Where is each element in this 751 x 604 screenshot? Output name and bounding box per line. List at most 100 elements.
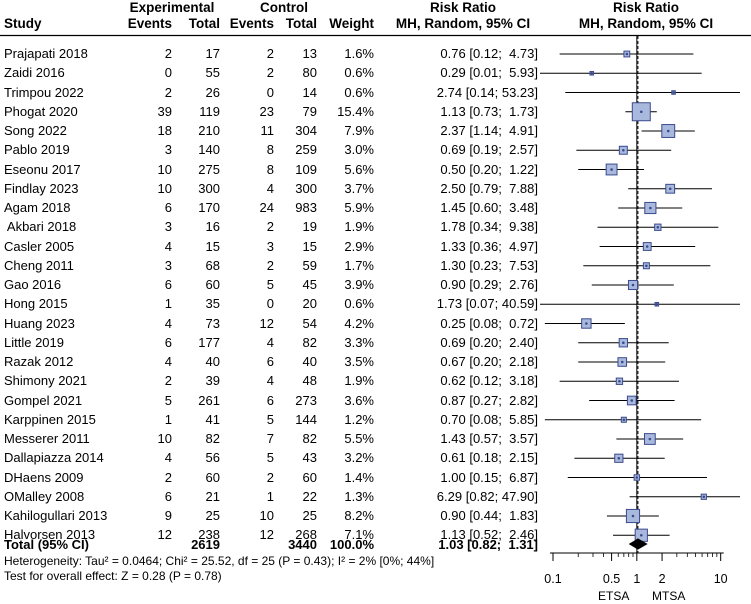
exp-total: 25: [205, 508, 220, 523]
study-name: Song 2022: [4, 123, 67, 138]
ctrl-total: 79: [302, 103, 317, 119]
weight: 0.6%: [344, 296, 374, 312]
study-name: Kahilogullari 2013: [4, 508, 108, 523]
weight: 1.3%: [344, 488, 374, 504]
exp-events: 3: [164, 142, 172, 158]
exp-events: 6: [164, 334, 172, 350]
ctrl-total: 45: [302, 277, 317, 292]
ctrl-total: 25: [302, 508, 317, 523]
exp-total: 17: [205, 46, 220, 61]
exp-total: 73: [205, 315, 220, 331]
risk-ratio-ci: 1.73 [0.07; 40.59]: [436, 296, 538, 312]
exp-total: 119: [199, 103, 220, 119]
study-name: Messerer 2011: [4, 431, 90, 446]
ctrl-total: 59: [302, 257, 317, 273]
study-name: DHaens 2009: [4, 469, 84, 485]
overall-effect-text: Test for overall effect: Z = 0.28 (P = 0…: [4, 569, 222, 583]
point-estimate: [648, 437, 652, 441]
point-estimate: [639, 533, 643, 537]
risk-ratio-ci: 0.69 [0.20; 2.40]: [440, 334, 538, 350]
exp-events: 10: [157, 180, 172, 196]
ctrl-total-header: Total: [285, 16, 317, 31]
study-name: Shimony 2021: [4, 373, 88, 389]
exp-events: 4: [164, 354, 172, 369]
ctrl-events: 7: [266, 431, 274, 446]
ctrl-events: 12: [259, 315, 274, 331]
exp-total: 275: [198, 161, 220, 177]
risk-ratio-ci: 6.29 [0.82; 47.90]: [436, 488, 538, 504]
ctrl-total: 300: [295, 180, 317, 196]
point-estimate: [655, 302, 659, 306]
point-estimate: [610, 168, 613, 171]
exp-events: 2: [164, 373, 172, 389]
exp-events: 18: [157, 123, 172, 138]
ctrl-events: 2: [266, 65, 274, 81]
study-name: Trimpou 2022: [4, 84, 84, 100]
ctrl-total: 40: [302, 354, 317, 369]
ctrl-events: 1: [266, 488, 274, 504]
study-name: Huang 2023: [4, 315, 75, 331]
exp-events: 5: [164, 392, 172, 408]
exp-total: 21: [205, 488, 220, 504]
ctrl-total: 144: [295, 411, 317, 427]
ctrl-events: 0: [266, 296, 274, 312]
risk-ratio-ci: 0.70 [0.08; 5.85]: [440, 411, 538, 427]
total-label: Total (95% CI): [4, 537, 89, 552]
ctrl-events: 6: [266, 354, 274, 369]
exp-total: 41: [205, 411, 220, 427]
exp-events: 4: [164, 450, 172, 466]
exp-events: 2: [164, 46, 172, 61]
exp-total: 177: [198, 334, 220, 350]
exp-events: 39: [157, 103, 172, 119]
exp-total: 170: [198, 200, 220, 215]
ctrl-events: 11: [260, 123, 275, 138]
point-estimate: [590, 71, 594, 75]
total-ctrl: 3440: [288, 537, 317, 552]
exp-total: 35: [205, 296, 220, 312]
risk-ratio-ci: 1.43 [0.57; 3.57]: [440, 431, 538, 446]
exp-events: 2: [164, 469, 172, 485]
weight: 4.2%: [344, 315, 374, 331]
ctrl-events: 4: [266, 373, 274, 389]
exp-events: 0: [164, 65, 172, 81]
control-header: Control: [260, 0, 308, 15]
ctrl-events: 8: [266, 142, 274, 158]
ctrl-events: 24: [259, 200, 274, 215]
point-estimate: [656, 225, 660, 229]
x-tick-label: 0.5: [602, 572, 621, 586]
weight: 15.4%: [337, 103, 374, 119]
ctrl-total: 13: [302, 46, 317, 61]
risk-ratio-ci: 0.90 [0.29; 2.76]: [440, 277, 538, 292]
ctrl-events: 6: [266, 392, 274, 408]
point-estimate: [672, 91, 675, 94]
exp-events: 10: [157, 161, 172, 177]
ctrl-events: 3: [266, 238, 274, 254]
weight: 1.6%: [344, 46, 374, 61]
risk-ratio-ci: 2.74 [0.14; 53.23]: [436, 84, 538, 100]
plot-risk-ratio-header: Risk Ratio: [612, 0, 680, 15]
risk-ratio-ci: 2.37 [1.14; 4.91]: [440, 123, 538, 138]
point-estimate: [668, 187, 672, 191]
ctrl-total: 22: [302, 488, 317, 504]
risk-ratio-ci: 1.30 [0.23; 7.53]: [440, 257, 538, 273]
point-estimate: [620, 360, 624, 364]
risk-ratio-ci: 1.13 [0.52; 2.46]: [440, 527, 538, 543]
point-estimate: [645, 245, 649, 248]
exp-events: 9: [164, 508, 172, 523]
exp-total: 140: [198, 142, 220, 158]
ctrl-events: 2: [266, 257, 274, 273]
exp-total: 238: [198, 527, 220, 543]
exp-events: 10: [157, 431, 172, 446]
point-estimate: [702, 495, 706, 499]
study-name: Eseonu 2017: [4, 161, 81, 177]
ctrl-total: 15: [302, 238, 317, 254]
ctrl-events: 5: [266, 411, 274, 427]
study-header: Study: [4, 16, 42, 31]
pooled-diamond: [628, 538, 648, 550]
study-name: Cheng 2011: [4, 257, 74, 273]
ctrl-events: 5: [266, 277, 274, 292]
weight: 3.3%: [344, 334, 374, 350]
weight: 5.9%: [344, 200, 374, 215]
x-tick-label: 0.1: [544, 572, 562, 586]
ctrl-total: 259: [295, 142, 317, 158]
